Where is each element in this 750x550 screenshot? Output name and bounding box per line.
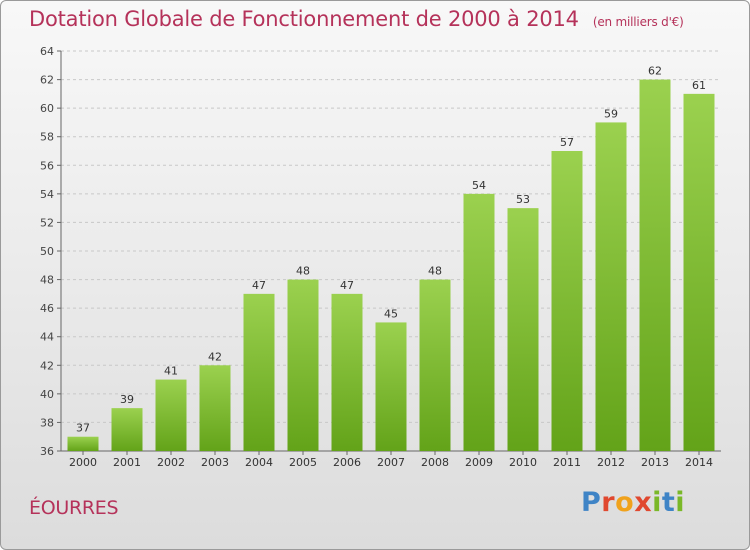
x-tick-label: 2006	[333, 456, 361, 469]
data-label: 41	[164, 365, 178, 378]
x-tick-label: 2004	[245, 456, 273, 469]
chart-title: Dotation Globale de Fonctionnement de 20…	[29, 7, 684, 31]
y-tick-label: 62	[40, 74, 54, 87]
bar-2010	[507, 208, 539, 451]
y-tick-label: 40	[40, 388, 54, 401]
bar-2009	[463, 193, 495, 451]
x-tick-label: 2005	[289, 456, 317, 469]
y-tick-label: 58	[40, 131, 54, 144]
x-tick-label: 2012	[597, 456, 625, 469]
data-label: 53	[516, 193, 530, 206]
bar-2008	[419, 279, 451, 451]
commune-name: ÉOURRES	[29, 497, 119, 519]
data-label: 42	[208, 350, 222, 363]
y-tick-label: 50	[40, 245, 54, 258]
proxiti-logo[interactable]: Proxiti	[581, 487, 685, 518]
x-tick-label: 2007	[377, 456, 405, 469]
bar-2014	[683, 93, 715, 451]
data-label: 48	[296, 265, 310, 278]
y-tick-label: 54	[40, 188, 54, 201]
bar-2002	[155, 379, 187, 451]
bar-2007	[375, 322, 407, 451]
data-label: 47	[252, 279, 266, 292]
bar-2012	[595, 122, 627, 451]
y-tick-label: 52	[40, 216, 54, 229]
x-tick-label: 2013	[641, 456, 669, 469]
logo-letter: i	[652, 487, 662, 518]
bar-2006	[331, 293, 363, 451]
bar-2005	[287, 279, 319, 451]
y-tick-label: 44	[40, 331, 54, 344]
x-tick-label: 2000	[69, 456, 97, 469]
data-label: 62	[648, 65, 662, 78]
y-tick-label: 42	[40, 359, 54, 372]
data-label: 48	[428, 265, 442, 278]
x-tick-label: 2010	[509, 456, 537, 469]
data-label: 57	[560, 136, 574, 149]
x-tick-label: 2008	[421, 456, 449, 469]
y-tick-label: 56	[40, 159, 54, 172]
data-label: 61	[692, 79, 706, 92]
chart-title-text: Dotation Globale de Fonctionnement de 20…	[29, 7, 579, 31]
x-tick-label: 2011	[553, 456, 581, 469]
data-label: 59	[604, 107, 618, 120]
logo-letter: i	[675, 487, 686, 518]
logo-letter: r	[601, 487, 616, 518]
data-label: 54	[472, 179, 486, 192]
y-tick-label: 38	[40, 416, 54, 429]
bar-2000	[67, 436, 99, 451]
x-tick-label: 2002	[157, 456, 185, 469]
y-tick-label: 36	[40, 445, 54, 458]
y-tick-label: 64	[40, 45, 54, 58]
bar-2003	[199, 365, 231, 451]
data-label: 39	[120, 393, 134, 406]
x-tick-label: 2014	[685, 456, 713, 469]
y-tick-label: 48	[40, 274, 54, 287]
logo-letter: t	[661, 487, 676, 518]
unit-note: (en milliers d'€)	[592, 15, 684, 29]
data-label: 47	[340, 279, 354, 292]
logo-letter: o	[615, 487, 635, 518]
logo-letter: x	[634, 487, 653, 518]
data-label: 45	[384, 307, 398, 320]
bar-2001	[111, 408, 143, 451]
y-tick-label: 60	[40, 102, 54, 115]
x-tick-label: 2001	[113, 456, 141, 469]
bar-2013	[639, 79, 671, 452]
bars	[67, 79, 715, 452]
x-tick-label: 2003	[201, 456, 229, 469]
bar-2004	[243, 293, 275, 451]
bar-2011	[551, 151, 583, 451]
data-label: 37	[76, 422, 90, 435]
x-tick-label: 2009	[465, 456, 493, 469]
data-labels: 37 39 41 42 47 48 47 45 48 54 53 57 59 62 61	[76, 65, 706, 435]
logo-letter: P	[581, 487, 602, 518]
y-tick-label: 46	[40, 302, 54, 315]
